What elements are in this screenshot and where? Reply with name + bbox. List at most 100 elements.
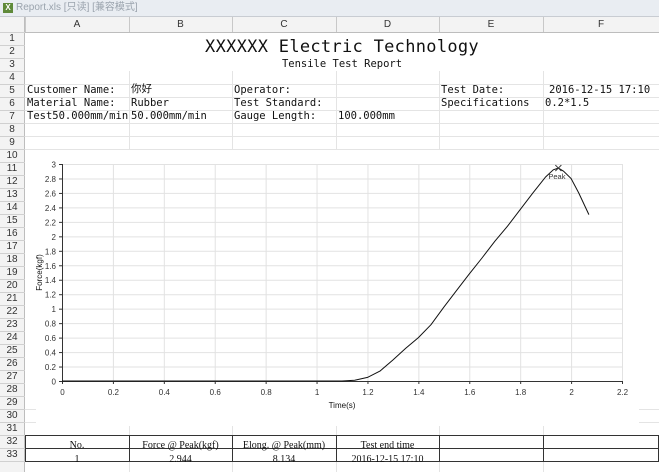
row-header-31[interactable]: 31 bbox=[6, 423, 18, 434]
row-header-27[interactable]: 27 bbox=[6, 371, 18, 382]
test-standard-label[interactable]: Test Standard: bbox=[234, 97, 323, 109]
grid-lines bbox=[0, 17, 659, 472]
x-tick-label: 1.8 bbox=[515, 388, 527, 397]
table-cell-elong-peak[interactable]: 8.134 bbox=[272, 454, 296, 465]
row-header-32[interactable]: 32 bbox=[6, 436, 18, 447]
y-tick-label: 0 bbox=[52, 378, 57, 387]
y-tick-label: 0.4 bbox=[45, 349, 57, 358]
y-tick-label: 2.8 bbox=[45, 175, 57, 184]
table-header-elong-peak[interactable]: Elong. @ Peak(mm) bbox=[242, 440, 326, 451]
row-header-13[interactable]: 13 bbox=[6, 189, 18, 200]
x-tick-label: 0 bbox=[60, 388, 65, 397]
row-header-14[interactable]: 14 bbox=[6, 202, 18, 213]
test-speed-value[interactable]: 50.000mm/min bbox=[131, 110, 207, 122]
y-tick-label: 0.6 bbox=[45, 334, 57, 343]
window-title-bar: X Report.xls [只读] [兼容模式] bbox=[0, 0, 659, 17]
row-header-17[interactable]: 17 bbox=[6, 241, 18, 252]
row-header-12[interactable]: 12 bbox=[6, 176, 18, 187]
y-tick-label: 2.6 bbox=[45, 189, 57, 198]
row-header-10[interactable]: 10 bbox=[6, 150, 18, 161]
material-name-value[interactable]: Rubber bbox=[131, 97, 169, 109]
table-cell-test-end-time[interactable]: 2016-12-15 17:10 bbox=[351, 454, 424, 465]
peak-marker bbox=[555, 164, 562, 172]
x-tick-label: 1.2 bbox=[362, 388, 374, 397]
x-tick-label: 0.4 bbox=[159, 388, 171, 397]
specifications-label[interactable]: Specifications bbox=[441, 97, 530, 109]
test-date-value[interactable]: 2016-12-15 17:10 bbox=[549, 84, 651, 96]
row-header-19[interactable]: 19 bbox=[6, 267, 18, 278]
customer-name-value[interactable]: 你好 bbox=[131, 83, 152, 95]
row-header-2[interactable]: 2 bbox=[9, 46, 15, 57]
column-header-d[interactable]: D bbox=[383, 19, 392, 30]
x-tick-label: 0.2 bbox=[108, 388, 120, 397]
y-tick-label: 1.2 bbox=[45, 291, 57, 300]
row-header-23[interactable]: 23 bbox=[6, 319, 18, 330]
column-header-b[interactable]: B bbox=[177, 19, 184, 30]
test-date-label[interactable]: Test Date: bbox=[441, 84, 505, 96]
row-header-30[interactable]: 30 bbox=[6, 410, 18, 421]
row-header-33[interactable]: 33 bbox=[6, 449, 18, 460]
y-tick-label: 0.2 bbox=[45, 363, 57, 372]
report-title[interactable]: XXXXXX Electric Technology bbox=[205, 37, 479, 57]
row-header-26[interactable]: 26 bbox=[6, 358, 18, 369]
gauge-length-label[interactable]: Gauge Length: bbox=[234, 110, 317, 122]
report-subtitle[interactable]: Tensile Test Report bbox=[281, 58, 403, 70]
y-tick-label: 2.4 bbox=[45, 204, 57, 213]
column-header-e[interactable]: E bbox=[487, 19, 495, 30]
row-header-5[interactable]: 5 bbox=[9, 85, 15, 96]
y-tick-label: 0.8 bbox=[45, 320, 57, 329]
y-tick-label: 2.2 bbox=[45, 218, 57, 227]
force-time-chart[interactable]: 0 0.2 0.4 0.6 0.8 1 1.2 1.4 1.6 1.8 2 2.2 0 0.2 0.4 0.6… bbox=[36, 151, 639, 426]
row-header-29[interactable]: 29 bbox=[6, 397, 18, 408]
row-header-8[interactable]: 8 bbox=[9, 124, 15, 135]
row-header-4[interactable]: 4 bbox=[9, 72, 15, 83]
x-tick-label: 2 bbox=[569, 388, 574, 397]
table-cell-force-peak[interactable]: 2.944 bbox=[169, 454, 192, 465]
row-header-22[interactable]: 22 bbox=[6, 306, 18, 317]
column-header-f[interactable]: F bbox=[597, 19, 605, 30]
x-tick-label: 0.6 bbox=[210, 388, 222, 397]
row-header-6[interactable]: 6 bbox=[9, 98, 15, 109]
y-tick-label: 1 bbox=[52, 305, 57, 314]
row-header-18[interactable]: 18 bbox=[6, 254, 18, 265]
gauge-length-value[interactable]: 100.000mm bbox=[338, 110, 395, 122]
column-header-bar bbox=[0, 17, 659, 32]
row-header-24[interactable]: 24 bbox=[6, 332, 18, 343]
window-title: Report.xls [只读] [兼容模式] bbox=[16, 2, 138, 13]
y-tick-label: 3 bbox=[52, 161, 57, 170]
row-header-25[interactable]: 25 bbox=[6, 345, 18, 356]
y-tick-label: 1.4 bbox=[45, 276, 57, 285]
row-header-20[interactable]: 20 bbox=[6, 280, 18, 291]
y-tick-label: 1.6 bbox=[45, 262, 57, 271]
y-axis-label: Force(kgf) bbox=[36, 254, 44, 291]
test-speed-label[interactable]: Test50.000mm/min bbox=[27, 110, 129, 122]
row-header-15[interactable]: 15 bbox=[6, 215, 18, 226]
row-header-21[interactable]: 21 bbox=[6, 293, 18, 304]
column-header-c[interactable]: C bbox=[280, 19, 288, 30]
specifications-value[interactable]: 0.2*1.5 bbox=[545, 97, 590, 109]
excel-icon: X bbox=[3, 3, 13, 13]
peak-label: Peak bbox=[548, 172, 565, 181]
force-series-line bbox=[62, 167, 590, 382]
customer-name-label[interactable]: Customer Name: bbox=[27, 84, 116, 96]
spreadsheet-grid[interactable]: A B C D E F 1 2 3 4 5 6 7 8 9 10 11 12 13 14 15 16 17 18 1… bbox=[0, 17, 659, 472]
table-header-no[interactable]: No. bbox=[69, 440, 85, 451]
row-header-16[interactable]: 16 bbox=[6, 228, 18, 239]
x-tick-label: 1.4 bbox=[413, 388, 425, 397]
row-header-3[interactable]: 3 bbox=[9, 59, 15, 70]
material-name-label[interactable]: Material Name: bbox=[27, 97, 116, 109]
x-tick-label: 0.8 bbox=[261, 388, 273, 397]
x-tick-label: 1 bbox=[315, 388, 320, 397]
row-header-9[interactable]: 9 bbox=[9, 137, 15, 148]
table-header-force-peak[interactable]: Force @ Peak(kgf) bbox=[142, 440, 219, 451]
table-header-test-end-time[interactable]: Test end time bbox=[360, 440, 415, 451]
row-header-1[interactable]: 1 bbox=[9, 33, 15, 44]
operator-label[interactable]: Operator: bbox=[234, 84, 291, 96]
column-header-a[interactable]: A bbox=[73, 19, 81, 30]
row-header-11[interactable]: 11 bbox=[6, 163, 18, 174]
row-header-28[interactable]: 28 bbox=[6, 384, 18, 395]
y-tick-label: 2 bbox=[52, 233, 57, 242]
row-header-7[interactable]: 7 bbox=[9, 111, 15, 122]
x-tick-label: 1.6 bbox=[464, 388, 476, 397]
table-cell-no[interactable]: 1 bbox=[74, 454, 80, 465]
